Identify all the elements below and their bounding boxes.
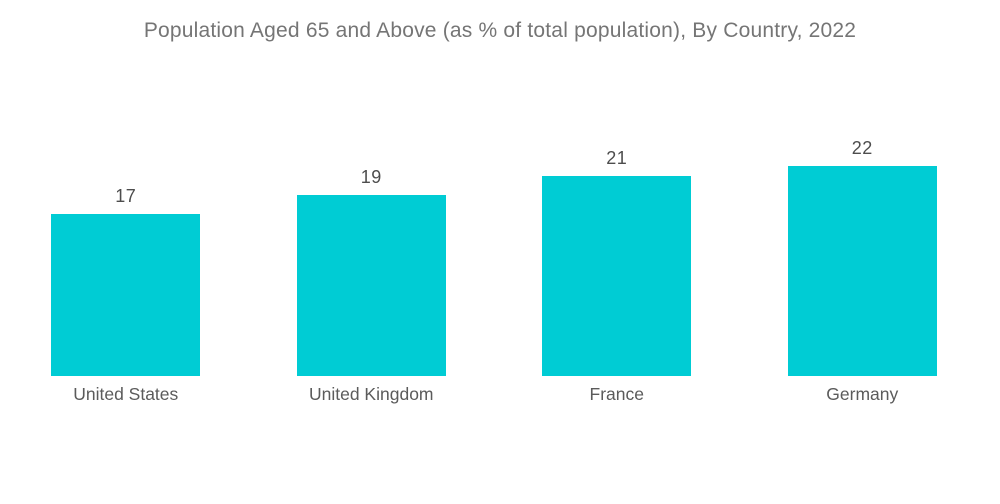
bar-value-label: 17	[115, 186, 137, 206]
bar-value-label: 19	[360, 167, 382, 187]
bar	[296, 195, 446, 376]
bar	[51, 214, 201, 376]
bar	[542, 176, 692, 376]
category-label: United States	[73, 384, 179, 404]
bar-column: 17 United States	[3, 0, 249, 404]
category-label: United Kingdom	[308, 384, 434, 404]
category-label: Germany	[826, 384, 899, 404]
bar-column: 22 Germany	[740, 0, 986, 404]
bar-column: 19 United Kingdom	[249, 0, 495, 404]
chart-title: Population Aged 65 and Above (as % of to…	[143, 19, 857, 42]
bar-value-label: 21	[606, 148, 628, 168]
bars-row: 17 United States 19 United Kingdom 21 France 2…	[3, 0, 985, 404]
bar-value-label: 22	[851, 138, 873, 158]
category-label: France	[589, 384, 644, 404]
bar	[787, 166, 937, 376]
bar-column: 21 France	[494, 0, 740, 404]
